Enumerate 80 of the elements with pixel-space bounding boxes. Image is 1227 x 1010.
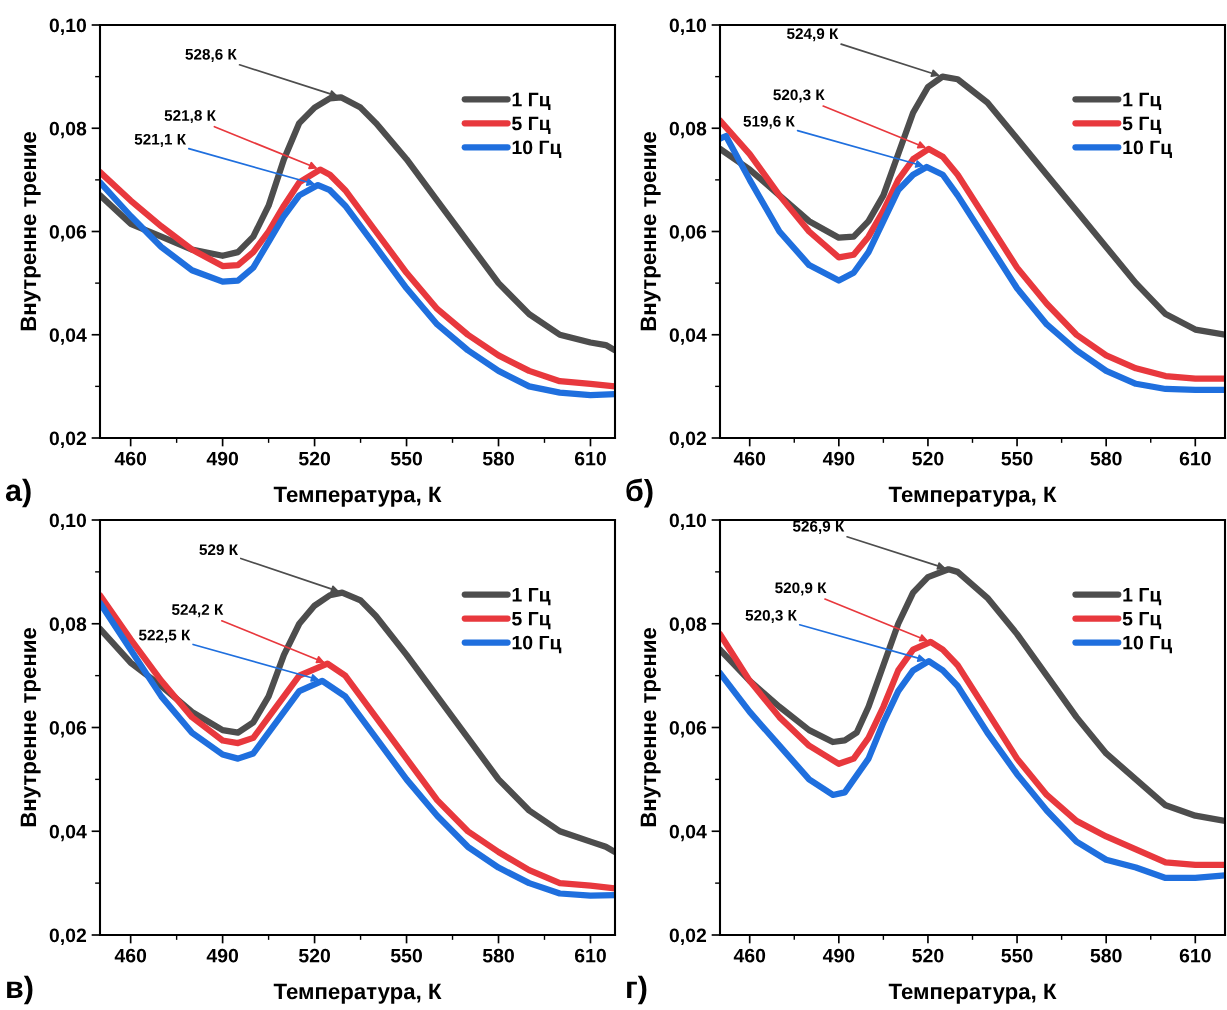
x-tick-label: 550: [1001, 451, 1033, 466]
y-tick-label: 0,04: [49, 824, 87, 842]
x-tick-label: 460: [733, 451, 766, 466]
x-tick-label: 610: [574, 451, 606, 466]
x-tick-label: 580: [482, 451, 514, 466]
text: в): [7, 975, 33, 1005]
x-tick-label: 550: [1001, 948, 1033, 963]
x-tick-label: 580: [1090, 948, 1122, 963]
legend-label: 1 Гц: [512, 588, 551, 606]
legend-label: 10 Гц: [512, 635, 562, 654]
y-tick-label: 0,02: [669, 928, 707, 946]
x-tick-label: 610: [1179, 948, 1211, 963]
y-tick-label: 0,08: [49, 617, 87, 634]
y-axis-title: Внутренне трение: [20, 131, 41, 331]
legend-label: 10 Гц: [1123, 140, 1172, 158]
annotation: 522,5 К: [138, 629, 191, 643]
legend-label: 1 Гц: [1123, 588, 1162, 606]
x-tick-label: 490: [206, 451, 239, 466]
annotation: 520,9 К: [775, 582, 827, 596]
text: б): [626, 478, 653, 508]
x-tick-label: 460: [114, 451, 147, 466]
legend-label: 5 Гц: [1122, 116, 1162, 134]
annotation: 524,9 К: [787, 28, 839, 42]
y-axis-title: Внутренне трение: [640, 131, 661, 331]
x-axis-title: Температура, К: [888, 486, 1057, 507]
legend-label: 5 Гц: [512, 116, 551, 134]
x-tick-label: 520: [298, 948, 331, 963]
x-tick-label: 520: [912, 451, 944, 466]
legend-label: 5 Гц: [1122, 611, 1162, 630]
legend-label: 10 Гц: [1123, 635, 1172, 654]
y-tick-label: 0,02: [669, 431, 707, 449]
annotation: 520,3 К: [773, 89, 825, 103]
annotation: 521,8 К: [164, 110, 216, 124]
y-tick-label: 0,06: [49, 224, 87, 242]
y-tick-label: 0,10: [49, 513, 87, 531]
y-axis-title: Внутренне трение: [20, 627, 41, 827]
y-tick-label: 0,10: [669, 18, 707, 36]
x-tick-label: 520: [912, 948, 944, 963]
legend-label: 10 Гц: [512, 140, 562, 158]
y-tick-label: 0,06: [49, 720, 87, 738]
legend-label: 5 Гц: [512, 611, 551, 630]
x-tick-label: 520: [298, 451, 331, 466]
annotation: 520,3 К: [745, 609, 797, 623]
annotation: 521,1 К: [134, 133, 187, 147]
x-axis-title: Температура, К: [888, 983, 1057, 1004]
y-tick-label: 0,10: [669, 513, 707, 531]
legend-label: 1 Гц: [1123, 92, 1162, 111]
y-axis-title: Внутренне трение: [640, 627, 661, 827]
x-tick-label: 610: [1179, 451, 1211, 466]
text: г): [627, 975, 647, 1005]
x-tick-label: 460: [114, 948, 147, 963]
y-tick-label: 0,02: [49, 928, 87, 946]
y-tick-label: 0,10: [49, 18, 87, 36]
x-axis-title: Температура, К: [273, 486, 442, 507]
y-tick-label: 0,06: [669, 224, 707, 242]
x-tick-label: 580: [482, 948, 514, 963]
y-tick-label: 0,08: [669, 617, 707, 634]
x-tick-label: 490: [206, 948, 239, 963]
x-tick-label: 490: [822, 451, 855, 466]
y-tick-label: 0,04: [669, 328, 707, 345]
y-tick-label: 0,04: [49, 328, 87, 345]
y-tick-label: 0,02: [49, 431, 87, 449]
x-tick-label: 580: [1090, 451, 1122, 466]
x-tick-label: 550: [390, 451, 422, 466]
x-tick-label: 460: [733, 948, 766, 963]
annotation: 526,9 К: [792, 520, 845, 534]
x-tick-label: 610: [574, 948, 606, 963]
x-axis-title: Температура, К: [273, 983, 442, 1004]
legend-label: 1 Гц: [512, 92, 551, 111]
text: а): [5, 478, 31, 508]
y-tick-label: 0,04: [669, 824, 707, 842]
y-tick-label: 0,08: [49, 121, 87, 139]
annotation: 519,6 К: [743, 115, 795, 129]
x-tick-label: 550: [390, 948, 422, 963]
annotation: 529 К: [199, 544, 239, 556]
annotation: 528,6 К: [185, 48, 237, 62]
y-tick-label: 0,06: [669, 720, 707, 738]
y-tick-label: 0,08: [669, 121, 707, 139]
x-tick-label: 490: [822, 948, 855, 963]
annotation: 524,2 К: [171, 604, 224, 618]
